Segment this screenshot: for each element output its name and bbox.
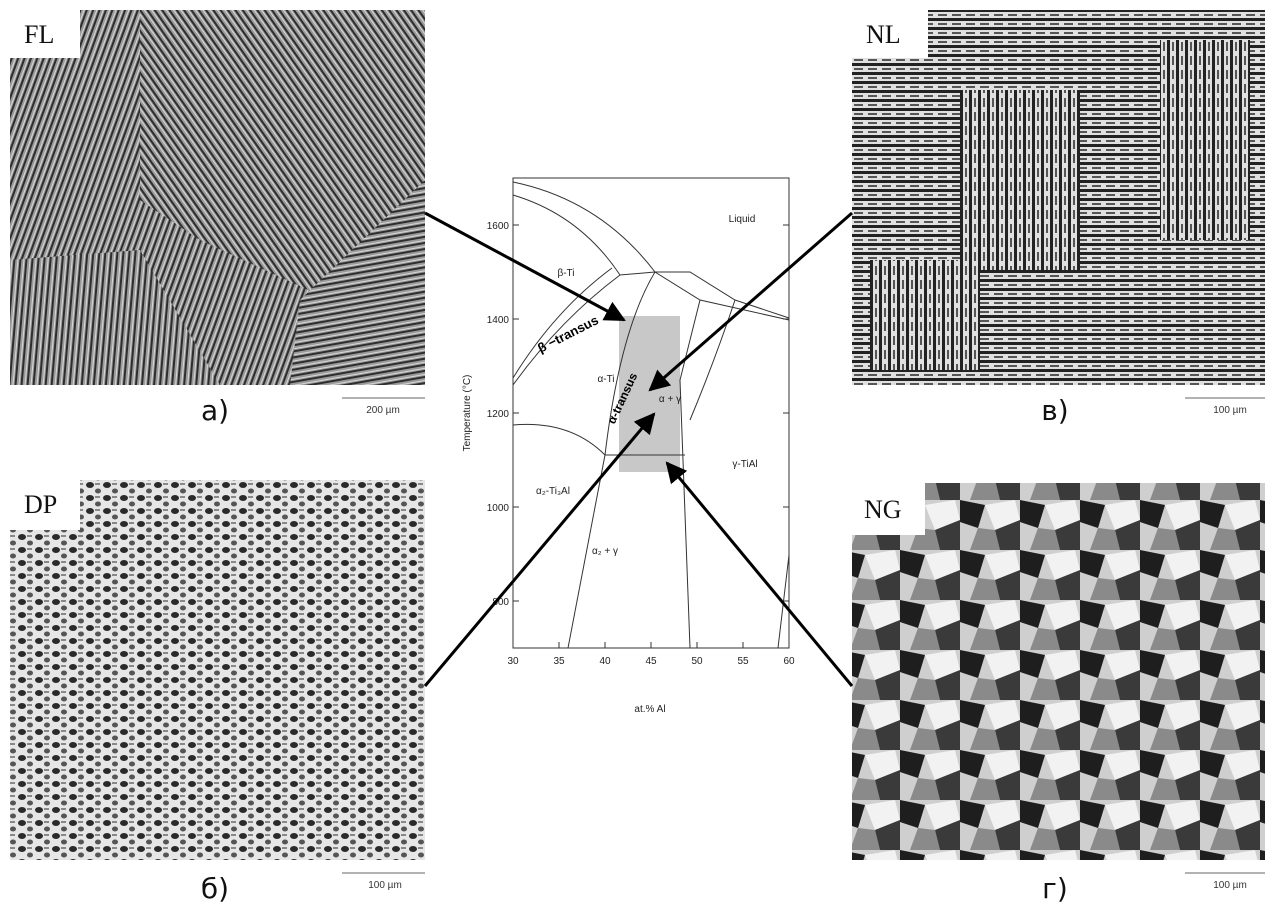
arrow (667, 463, 852, 686)
scale-label: 100 µm (1213, 880, 1247, 891)
x-axis-label: at.% Al (634, 704, 665, 715)
scale-label: 100 µm (1213, 405, 1247, 416)
region-label: β −transus (535, 312, 601, 355)
panel-label: FL (24, 20, 54, 49)
panel-label: DP (24, 490, 57, 519)
y-tick-label: 1000 (487, 503, 510, 514)
y-axis-label: Temperature (°C) (462, 375, 473, 452)
panel-label: NG (864, 495, 902, 524)
micrograph-ng: NG 100 µm г) (852, 483, 1265, 905)
arrow (650, 213, 852, 390)
x-tick-label: 60 (783, 656, 795, 667)
panel-caption: а) (201, 394, 229, 427)
x-tick-label: 35 (553, 656, 565, 667)
micrograph-dp: DP 100 µm б) (10, 480, 425, 905)
page: TiAl microstructures body { margin: 0; b… (0, 0, 1276, 913)
arrow (425, 213, 624, 320)
scale-label: 100 µm (368, 880, 402, 891)
y-tick-label: 1600 (487, 221, 510, 232)
region-label: γ-TiAl (732, 459, 757, 470)
region-label: α + γ (659, 394, 681, 405)
body: {"panels": [ {"label": "FL", "caption": … (0, 0, 1276, 913)
region-label: α₂-Ti₃Al (536, 486, 570, 497)
x-tick-label: 45 (645, 656, 657, 667)
x-tick-label: 50 (691, 656, 703, 667)
x-tick-label: 30 (507, 656, 519, 667)
x-tick-label: 40 (599, 656, 611, 667)
micrograph-fl: FL 200 µm а) (10, 10, 425, 427)
y-tick-label: 1200 (487, 409, 510, 420)
panel-label: NL (866, 20, 901, 49)
panel-caption: б) (201, 872, 229, 905)
region-label: Liquid (729, 214, 756, 225)
micrograph-nl: NL 100 µm в) (852, 10, 1265, 427)
panel-caption: г) (1042, 872, 1068, 905)
x-tick-label: 55 (737, 656, 749, 667)
arrow (425, 414, 654, 686)
region-label: α-Ti (597, 374, 614, 385)
region-label: α₂ + γ (592, 546, 618, 557)
panel-caption: в) (1041, 394, 1068, 427)
scale-label: 200 µm (366, 405, 400, 416)
region-label: β-Ti (557, 268, 574, 279)
figure: FL 200 µm а) NL 100 µm в) DP 100 µm б) N… (0, 0, 1276, 913)
y-tick-label: 1400 (487, 315, 510, 326)
